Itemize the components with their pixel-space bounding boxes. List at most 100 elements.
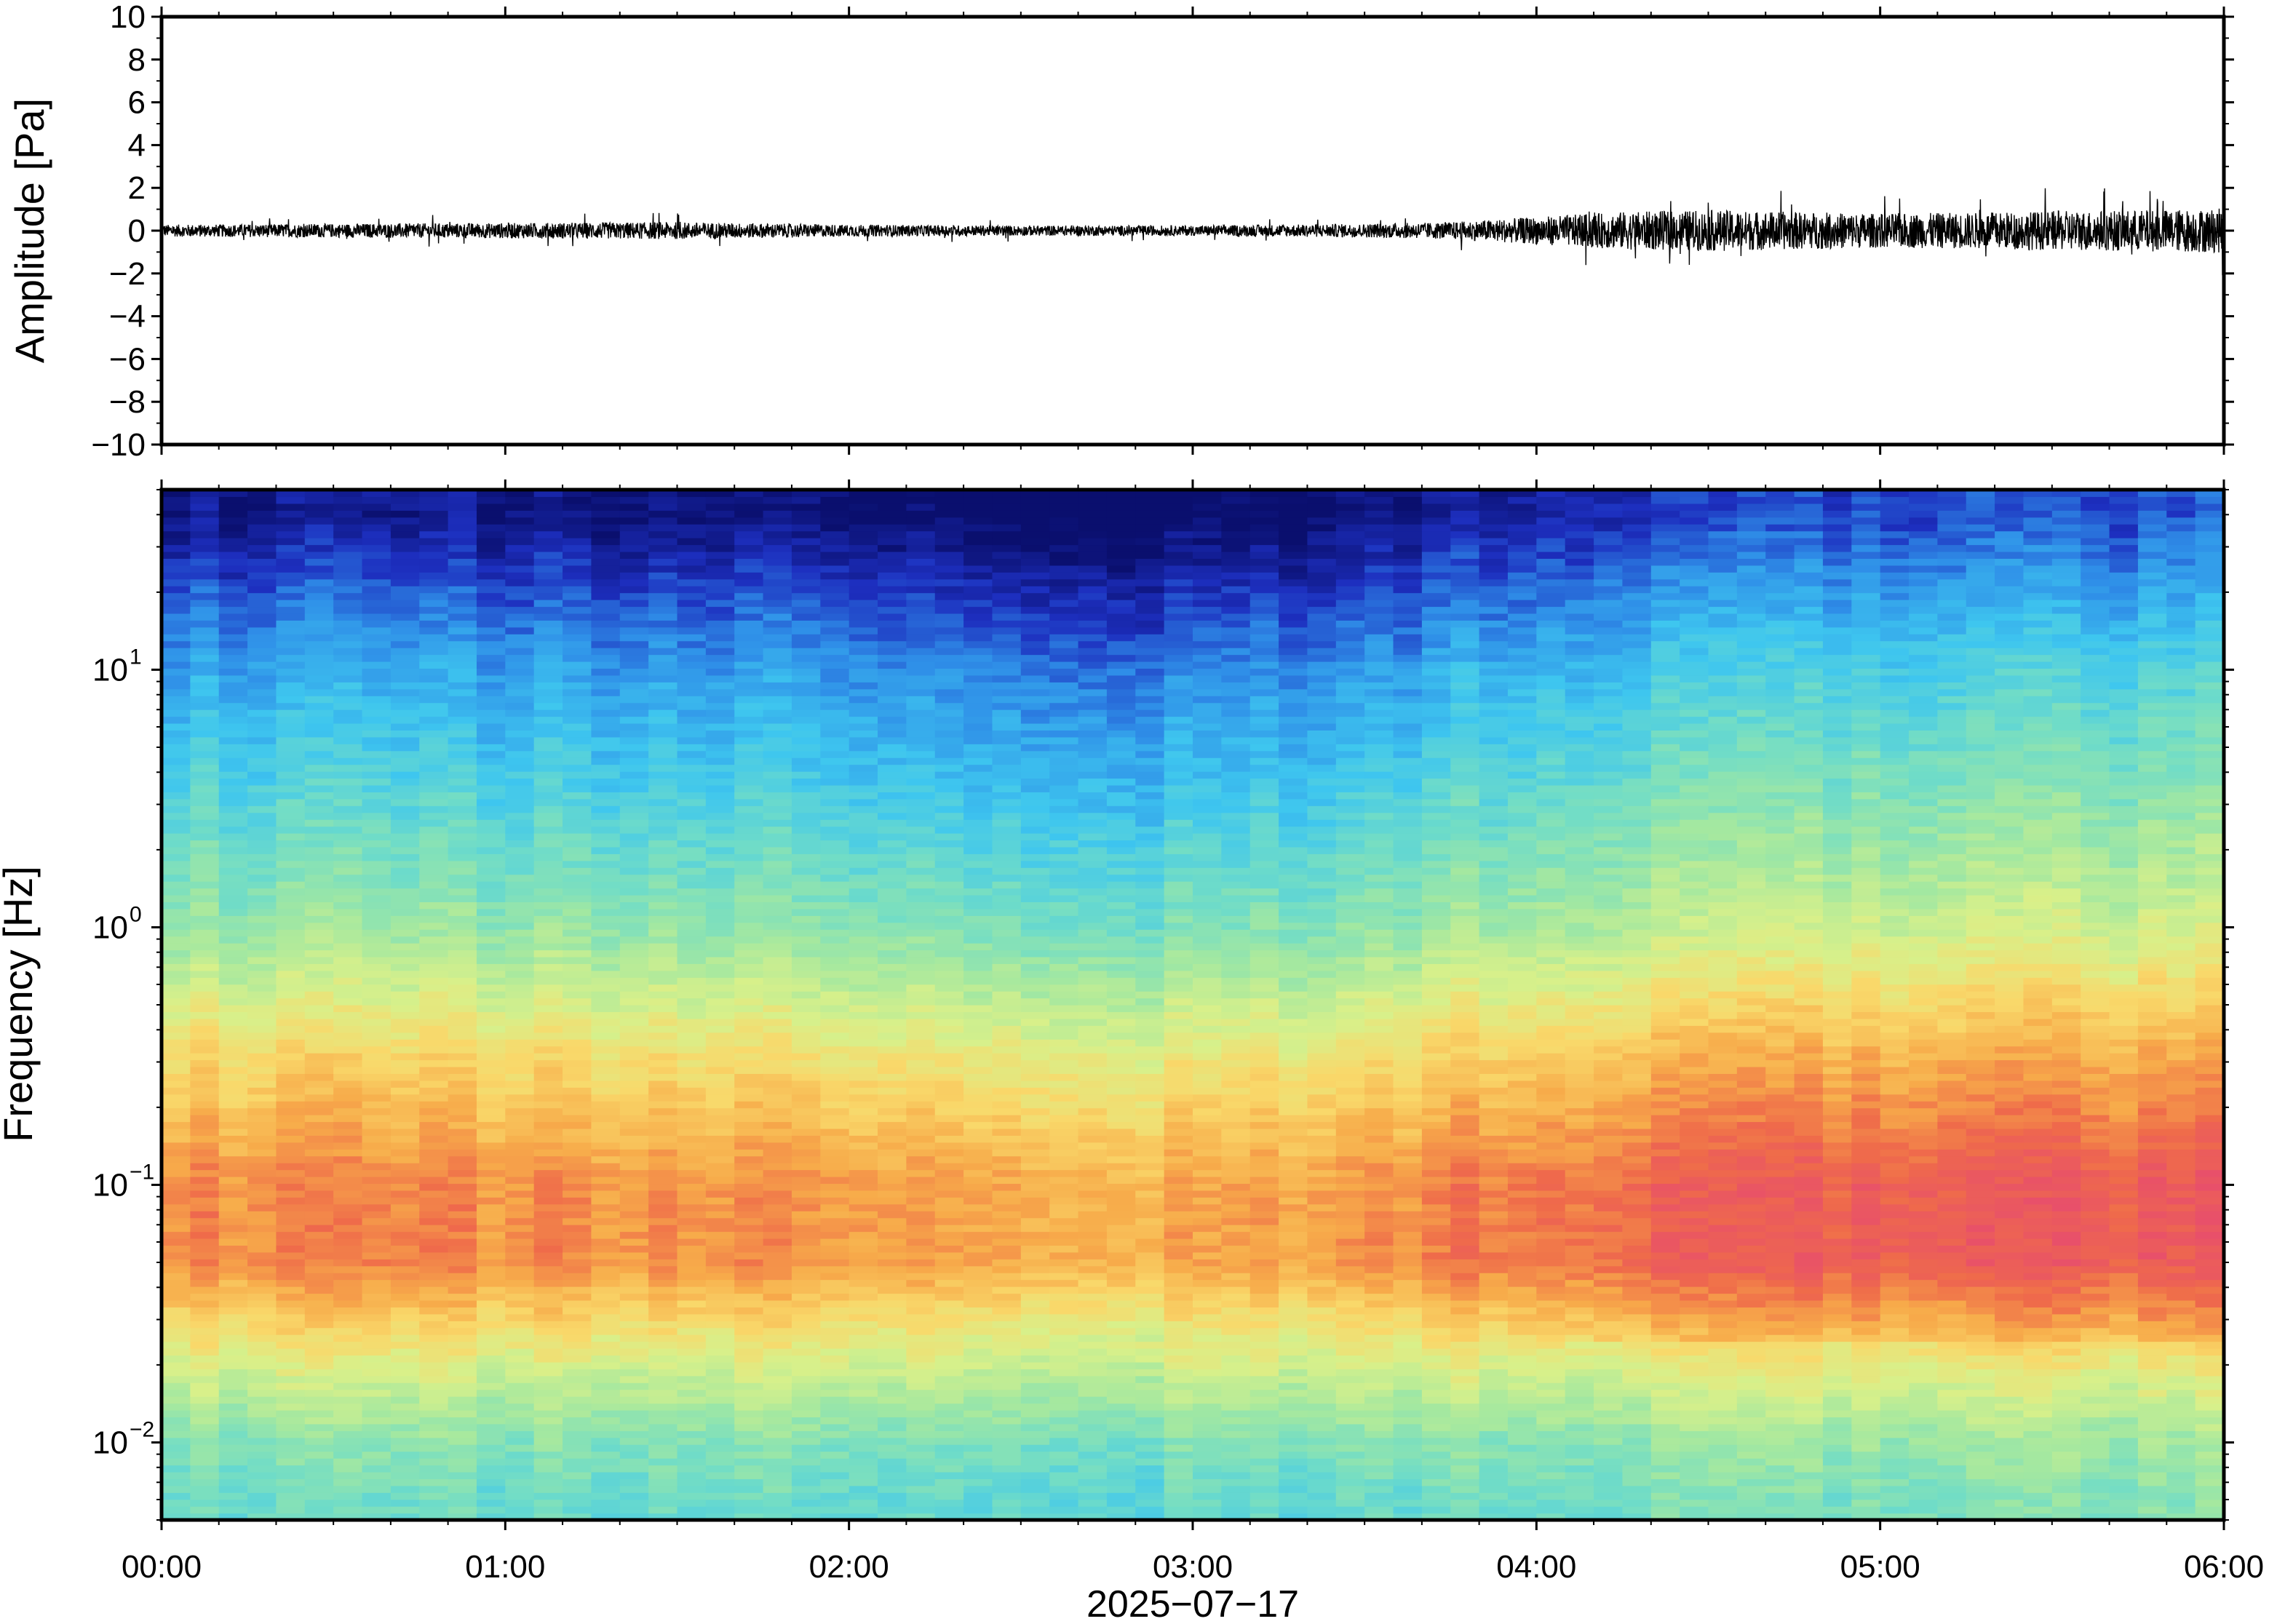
spectrogram-cell <box>619 1409 649 1417</box>
spectrogram-cell <box>591 1087 621 1095</box>
spectrogram-cell <box>419 1327 449 1335</box>
spectrogram-cell <box>362 1073 392 1081</box>
spectrogram-cell <box>648 661 678 669</box>
spectrogram-cell <box>476 648 506 656</box>
spectrogram-cell <box>218 730 248 738</box>
spectrogram-cell <box>448 572 477 580</box>
spectrogram-cell <box>304 826 334 834</box>
spectrogram-cell <box>763 950 792 958</box>
spectrogram-cell <box>677 894 707 902</box>
spectrogram-cell <box>533 634 563 642</box>
spectrogram-cell <box>934 1011 964 1019</box>
spectrogram-cell <box>677 1478 707 1486</box>
spectrogram-cell <box>820 1005 850 1013</box>
spectrogram-cell <box>992 881 1022 889</box>
spectrogram-cell <box>390 1107 420 1115</box>
spectrogram-cell <box>304 784 334 792</box>
spectrogram-cell <box>448 860 477 868</box>
spectrogram-cell <box>763 674 792 682</box>
spectrogram-cell <box>533 613 563 621</box>
spectrogram-cell <box>333 1451 363 1459</box>
spectrogram-cell <box>1049 1355 1079 1363</box>
spectrogram-cell <box>533 915 563 923</box>
spectrogram-cell <box>362 991 392 999</box>
spectrogram-cell <box>1049 600 1079 608</box>
spectrogram-cell <box>533 696 563 704</box>
spectrogram-cell <box>705 1107 735 1115</box>
spectrogram-cell <box>448 826 477 834</box>
spectrogram-cell <box>390 1321 420 1329</box>
spectrogram-cell <box>934 1409 964 1417</box>
spectrogram-cell <box>1049 1465 1079 1473</box>
spectrogram-cell <box>276 510 306 518</box>
spectrogram-cell <box>1020 860 1050 868</box>
spectrogram-cell <box>162 991 191 999</box>
spectrogram-cell <box>734 846 764 854</box>
spectrogram-cell <box>505 572 535 580</box>
spectrogram-cell <box>934 963 964 971</box>
spectrogram-cell <box>448 998 477 1006</box>
spectrogram-cell <box>333 1465 363 1473</box>
spectrogram-cell <box>1020 778 1050 786</box>
spectrogram-cell <box>247 1142 277 1150</box>
spectrogram-cell <box>304 1437 334 1445</box>
spectrogram-cell <box>791 674 821 682</box>
spectrogram-cell <box>333 1506 363 1514</box>
spectrogram-cell <box>1049 840 1079 848</box>
spectrogram-cell <box>304 1245 334 1253</box>
spectrogram-cell <box>648 1005 678 1013</box>
spectrogram-cell <box>791 1032 821 1040</box>
spectrogram-cell <box>1049 1046 1079 1054</box>
spectrogram-cell <box>162 565 191 573</box>
spectrogram-cell <box>934 950 964 958</box>
spectrogram-cell <box>505 1478 535 1486</box>
spectrogram-cell <box>218 922 248 930</box>
spectrogram-cell <box>304 1430 334 1438</box>
spectrogram-cell <box>992 1053 1022 1061</box>
spectrogram-cell <box>304 1299 334 1307</box>
spectrogram-cell <box>791 1478 821 1486</box>
spectrogram-cell <box>162 846 191 854</box>
spectrogram-cell <box>963 826 993 834</box>
spectrogram-cell <box>963 736 993 744</box>
spectrogram-cell <box>390 1293 420 1301</box>
spectrogram-cell <box>1078 1293 1108 1301</box>
spectrogram-cell <box>1078 1087 1108 1095</box>
spectrogram-cell <box>190 1437 220 1445</box>
spectrogram-cell <box>734 1025 764 1033</box>
spectrogram-cell <box>878 1121 907 1129</box>
spectrogram-cell <box>190 970 220 978</box>
spectrogram-cell <box>763 998 792 1006</box>
spectrogram-cell <box>992 1369 1022 1377</box>
spectrogram-cell <box>218 723 248 731</box>
spectrogram-cell <box>763 1053 792 1061</box>
spectrogram-cell <box>820 661 850 669</box>
spectrogram-cell <box>1078 1458 1108 1466</box>
spectrogram-cell <box>190 846 220 854</box>
spectrogram-cell <box>304 744 334 752</box>
spectrogram-cell <box>1020 1025 1050 1033</box>
spectrogram-cell <box>476 757 506 765</box>
spectrogram-cell <box>276 723 306 731</box>
spectrogram-cell <box>1049 860 1079 868</box>
spectrogram-cell <box>906 826 936 834</box>
spectrogram-cell <box>419 778 449 786</box>
spectrogram-cell <box>820 991 850 999</box>
spectrogram-cell <box>190 1506 220 1514</box>
spectrogram-cell <box>763 565 792 573</box>
spectrogram-cell <box>963 1321 993 1329</box>
spectrogram-cell <box>1049 716 1079 724</box>
amplitude-tick-label: −8 <box>109 384 146 420</box>
spectrogram-cell <box>1078 1430 1108 1438</box>
spectrogram-cell <box>591 626 621 634</box>
spectrogram-cell <box>276 1389 306 1397</box>
spectrogram-cell <box>591 798 621 806</box>
spectrogram-cell <box>619 736 649 744</box>
spectrogram-cell <box>705 606 735 614</box>
spectrogram-cell <box>591 1190 621 1198</box>
spectrogram-cell <box>533 1286 563 1294</box>
spectrogram-cell <box>304 538 334 546</box>
spectrogram-cell <box>390 1128 420 1136</box>
spectrogram-cell <box>1020 826 1050 834</box>
spectrogram-cell <box>563 1341 592 1349</box>
